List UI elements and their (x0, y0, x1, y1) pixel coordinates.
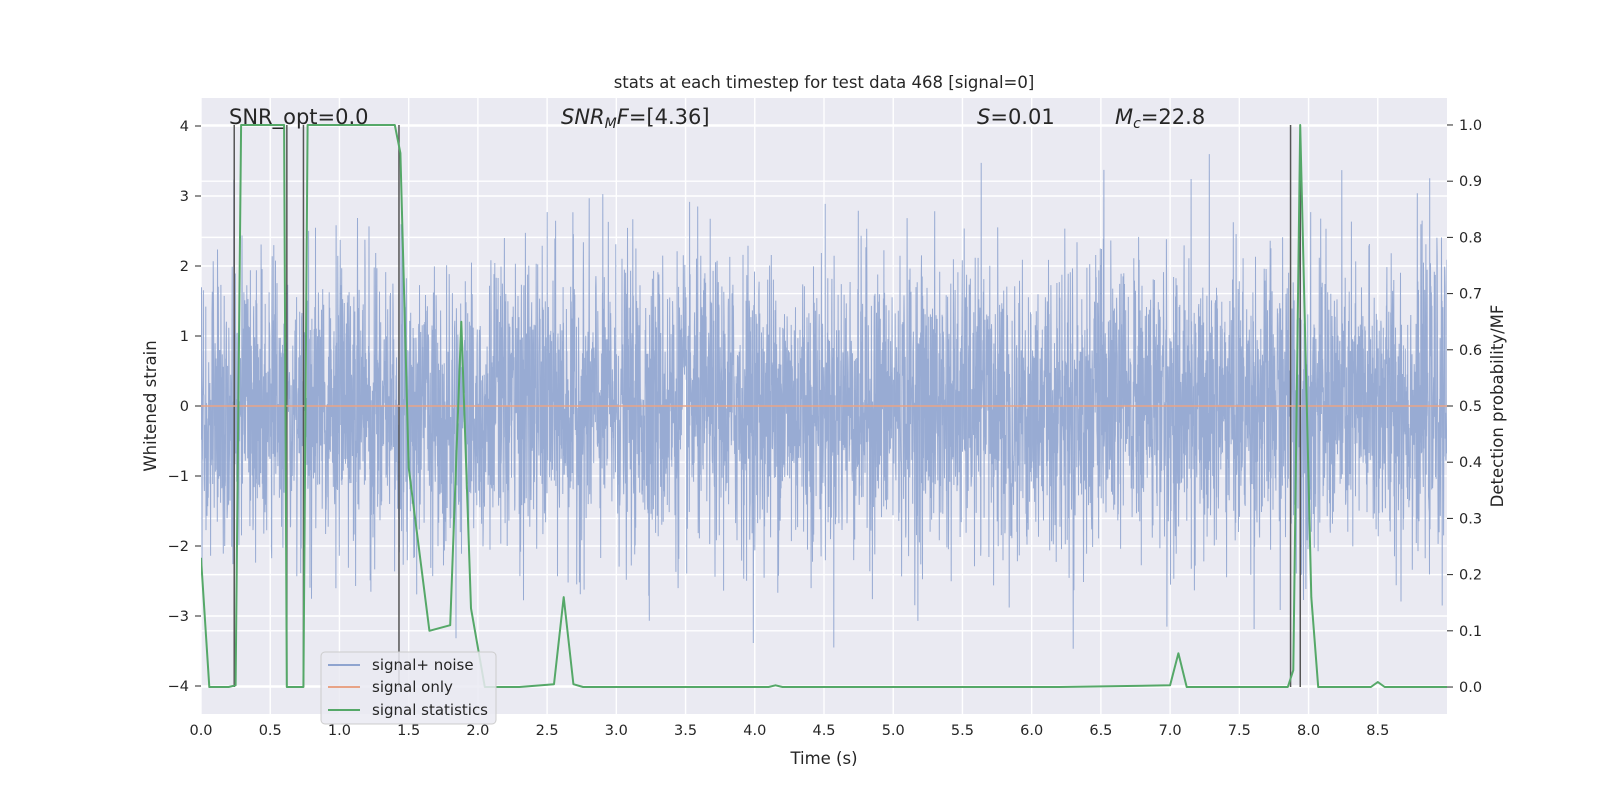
y-tick-label: 1 (180, 329, 189, 345)
y2-tick-label: 0.7 (1459, 287, 1482, 303)
y2-tick-label: 0.1 (1459, 624, 1482, 640)
y2-tick-label: 0.3 (1459, 511, 1482, 527)
y-tick-label: −4 (168, 679, 189, 695)
x-tick-label: 5.5 (951, 723, 974, 739)
legend: signal+ noise signal only signal statist… (320, 651, 497, 725)
y2-tick-label: 0.0 (1459, 680, 1482, 696)
annotation-mc: Mc=22.8 (1115, 105, 1205, 132)
annotation-snr-mf: SNRMF=[4.36] (561, 105, 710, 132)
x-tick-label: 6.0 (1020, 723, 1043, 739)
y-tick-label: −3 (168, 609, 189, 625)
y2-tick-label: 0.6 (1459, 343, 1482, 359)
annotation-s: S=0.01 (977, 105, 1055, 129)
y-tick-label: 3 (180, 189, 189, 205)
y-tick-label: 2 (180, 259, 189, 275)
x-tick-label: 2.0 (466, 723, 489, 739)
y-axis-title: Whitened strain (141, 340, 160, 471)
y-tick-label: −1 (168, 469, 189, 485)
x-tick-label: 0.5 (259, 723, 282, 739)
x-tick-label: 7.5 (1228, 723, 1251, 739)
x-tick-label: 8.5 (1366, 723, 1389, 739)
x-tick-label: 0.0 (189, 723, 212, 739)
series-signal-statistics (201, 124, 1447, 688)
x-tick-label: 3.0 (605, 723, 628, 739)
x-tick-label: 7.0 (1159, 723, 1182, 739)
y2-tick-label: 0.5 (1459, 399, 1482, 415)
x-axis-title: Time (s) (789, 749, 857, 768)
chart-title: stats at each timestep for test data 468… (614, 73, 1035, 92)
x-tick-label: 5.0 (882, 723, 905, 739)
x-tick-label: 1.0 (328, 723, 351, 739)
y-tick-label: 0 (180, 399, 189, 415)
annotation-snr-opt: SNR_opt=0.0 (229, 105, 369, 130)
x-tick-label: 4.0 (743, 723, 766, 739)
x-tick-label: 4.5 (812, 723, 835, 739)
y-tick-label: 4 (180, 119, 189, 135)
legend-label-signal-statistics: signal statistics (372, 701, 488, 719)
axes: 0.0 0.5 1.0 1.5 2.0 2.5 3.0 3.5 4.0 4.5 5.0 5.5 6.0 6… (168, 118, 1482, 739)
x-tick-label: 8.0 (1297, 723, 1320, 739)
legend-label-signal-noise: signal+ noise (372, 656, 474, 674)
y2-tick-label: 0.8 (1459, 230, 1482, 246)
y2-tick-label: 0.4 (1459, 455, 1482, 471)
y2-axis-title: Detection probability/MF (1488, 305, 1507, 508)
x-tick-label: 2.5 (536, 723, 559, 739)
signal-statistics-line (201, 124, 1447, 688)
x-tick-label: 3.5 (674, 723, 697, 739)
x-tick-label: 6.5 (1089, 723, 1112, 739)
y2-tick-label: 1.0 (1459, 118, 1482, 134)
y-tick-label: −2 (168, 539, 189, 555)
y2-tick-label: 0.2 (1459, 568, 1482, 584)
x-tick-label: 1.5 (397, 723, 420, 739)
y2-tick-label: 0.9 (1459, 174, 1482, 190)
legend-label-signal-only: signal only (372, 678, 453, 696)
legend-frame (320, 651, 497, 725)
